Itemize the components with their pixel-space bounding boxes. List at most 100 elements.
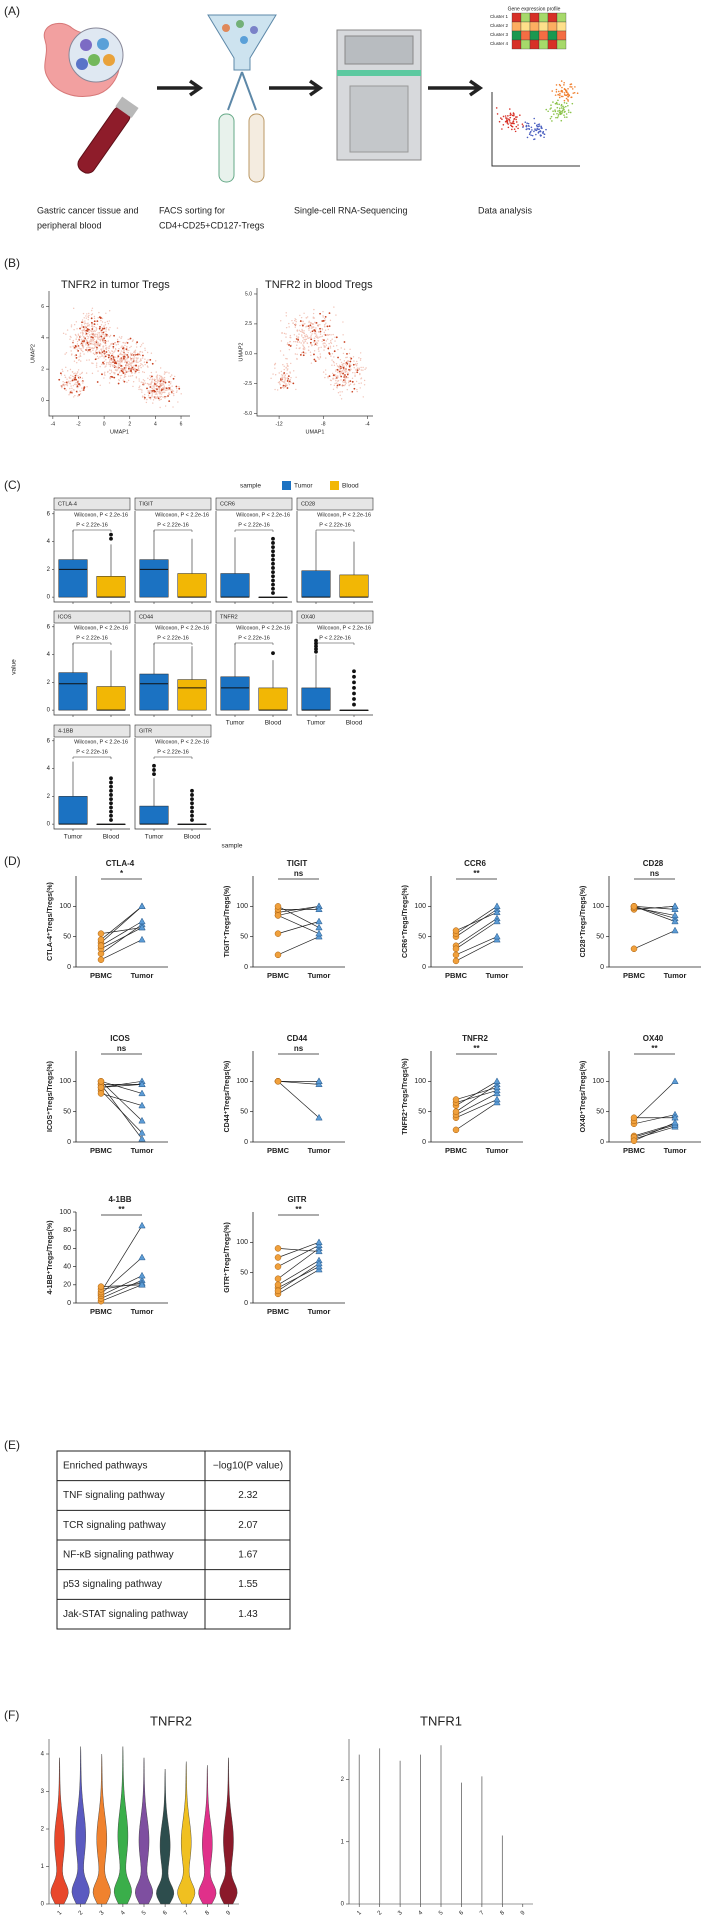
umap-point	[141, 395, 144, 397]
umap-point	[338, 370, 341, 373]
umap-point	[167, 393, 170, 395]
umap-point	[137, 368, 139, 370]
significance-label: ns	[294, 1044, 304, 1053]
umap-point	[168, 392, 170, 394]
umap-point	[136, 346, 138, 348]
x-tick-label: 7	[183, 1910, 190, 1917]
umap-point	[137, 361, 139, 363]
umap-point	[101, 337, 104, 340]
pair-line	[100, 921, 143, 947]
umap-point	[319, 327, 321, 330]
x-tick-label: Tumor	[308, 1307, 331, 1316]
x-tick-label: 0	[103, 421, 106, 427]
umap-point	[350, 368, 352, 370]
umap-point	[334, 340, 336, 342]
cell	[103, 54, 115, 66]
umap-point	[104, 371, 106, 374]
umap-point	[168, 400, 171, 403]
y-tick-label: 50	[63, 934, 71, 941]
umap-point	[100, 351, 102, 354]
umap-point	[328, 312, 331, 315]
umap-point	[355, 365, 358, 367]
mini-umap-point	[559, 94, 561, 97]
umap-point	[301, 331, 304, 334]
umap-point	[76, 343, 79, 345]
umap-point	[154, 393, 157, 395]
umap-point	[112, 356, 115, 358]
umap-point	[86, 335, 88, 337]
umap-point	[128, 360, 130, 363]
facet-title: CTLA-4	[58, 501, 77, 507]
umap-point	[331, 359, 333, 361]
umap-point	[105, 326, 108, 329]
umap-point	[89, 343, 92, 345]
umap-point	[174, 375, 176, 378]
umap-point	[105, 330, 107, 332]
umap-point	[358, 357, 360, 359]
tumor-point	[493, 1095, 501, 1103]
umap-point	[310, 362, 313, 364]
umap-point	[152, 391, 154, 393]
heatmap-cell	[547, 30, 558, 41]
umap-point	[280, 340, 283, 342]
umap-point	[59, 372, 62, 375]
umap-point	[286, 358, 288, 360]
umap-point	[105, 363, 108, 365]
pbmc-point	[274, 930, 282, 937]
umap-point	[319, 333, 322, 335]
umap-point	[286, 369, 288, 371]
mini-umap-point	[530, 126, 533, 129]
umap-point	[359, 359, 362, 361]
umap-point	[356, 360, 358, 363]
umap-point	[334, 374, 337, 376]
umap-point	[72, 378, 75, 380]
umap-point	[107, 356, 110, 359]
umap-point	[337, 391, 340, 394]
pbmc-point	[274, 1254, 282, 1261]
y-tick-label: -2.5	[243, 381, 252, 387]
umap-point	[77, 380, 79, 382]
panel-title: TNFR2	[462, 1034, 488, 1043]
mini-umap-point	[567, 96, 569, 98]
mini-umap-point	[519, 114, 521, 116]
umap-point	[120, 346, 122, 348]
test-label: Wilcoxon, P < 2.2e-16	[155, 625, 209, 631]
x-tick-label: -8	[321, 421, 326, 427]
mini-umap-point	[556, 116, 559, 119]
mini-umap-point	[566, 116, 568, 118]
umap-point	[334, 336, 336, 338]
box	[220, 676, 250, 711]
violin	[71, 1746, 90, 1905]
umap-point	[131, 354, 133, 356]
umap-point	[89, 346, 91, 349]
umap-point	[69, 383, 71, 385]
umap-point	[95, 333, 97, 335]
umap-point	[119, 359, 122, 361]
umap-point	[61, 386, 63, 389]
cell	[250, 26, 258, 34]
umap-point	[84, 333, 87, 336]
cell	[76, 58, 88, 70]
umap-point	[295, 388, 297, 391]
umap-point	[99, 365, 101, 368]
mini-umap-point	[558, 111, 561, 114]
umap-point	[75, 383, 77, 386]
umap-point	[156, 385, 159, 387]
umap-point	[77, 333, 80, 335]
pair-line	[277, 1260, 320, 1286]
umap-point	[85, 315, 87, 317]
umap-point	[147, 394, 150, 396]
legend-title: sample	[240, 483, 261, 490]
umap-point	[77, 346, 79, 348]
umap-point	[164, 372, 167, 374]
umap-point	[313, 353, 315, 356]
y-tick-label: 100	[236, 903, 248, 910]
umap-point	[326, 338, 329, 340]
umap-point	[313, 332, 316, 334]
umap-point	[351, 377, 354, 380]
x-tick-label: -12	[275, 421, 282, 427]
umap-point	[344, 380, 346, 383]
umap-point	[149, 384, 151, 386]
umap-point	[77, 375, 79, 377]
umap-point	[145, 361, 148, 364]
